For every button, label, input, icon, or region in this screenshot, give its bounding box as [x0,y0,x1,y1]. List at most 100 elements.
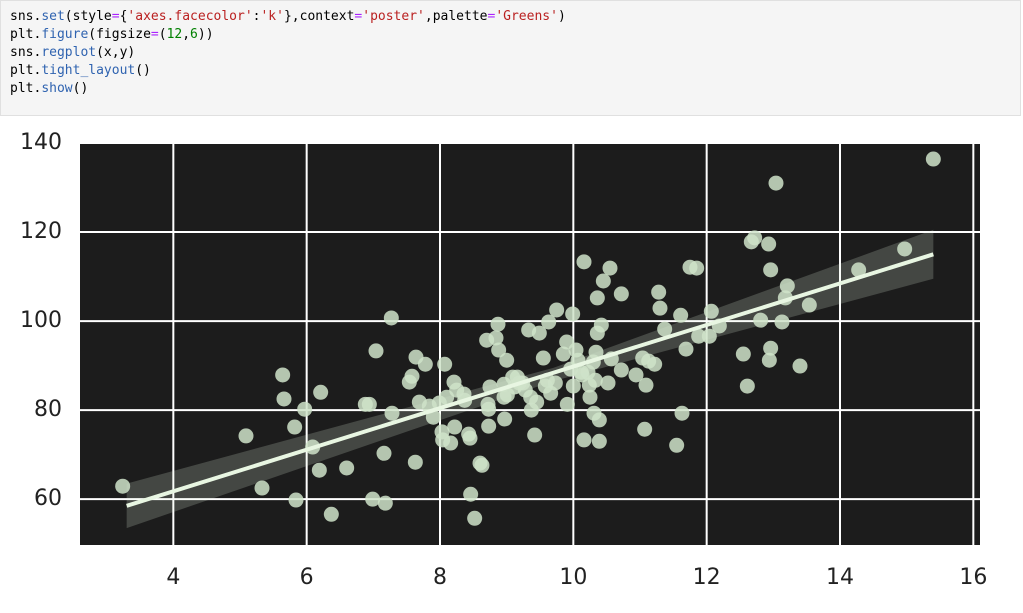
code-token: figure [41,27,89,42]
code-token: plt. [10,63,42,78]
y-tick-label: 120 [20,219,62,244]
code-token: )) [197,27,214,42]
code-token: 'poster' [362,9,425,24]
scatter-point [275,367,291,383]
scatter-point [497,411,513,427]
scatter-point [481,401,497,417]
code-token: = [354,9,363,24]
scatter-point [761,236,777,252]
scatter-point [591,412,607,428]
scatter-point [595,273,611,289]
scatter-point [287,419,303,435]
scatter-point [897,241,913,257]
scatter-point [747,230,763,246]
scatter-point [588,344,604,360]
x-tick-label: 10 [559,565,587,590]
code-token: show [41,81,73,96]
scatter-point [404,368,420,384]
scatter-point [488,330,504,346]
scatter-point [576,432,592,448]
scatter-point [377,495,393,511]
scatter-point [565,306,581,322]
x-tick-label: 16 [959,565,987,590]
scatter-point [437,356,453,372]
scatter-point [529,394,545,410]
scatter-point [779,278,795,294]
code-token: = [150,27,159,42]
y-tick-label: 80 [34,397,62,422]
scatter-point [238,428,254,444]
code-token: 'Greens' [495,9,558,24]
code-token: ,palette [424,9,488,24]
scatter-point [323,506,339,522]
code-token: plt. [10,81,42,96]
code-cell: sns.set(style={'axes.facecolor':'k'},con… [0,0,1021,116]
code-token: : [252,9,261,24]
scatter-point [613,362,629,378]
x-tick-label: 6 [300,565,314,590]
scatter-point [651,284,667,300]
scatter-point [678,341,694,357]
code-token: = [111,9,120,24]
scatter-point [463,486,479,502]
scatter-point [447,419,463,435]
code-token: = [487,9,496,24]
scatter-point [467,510,483,526]
scatter-point [801,297,817,313]
scatter-point [481,418,497,434]
scatter-point [763,340,779,356]
scatter-point [739,378,755,394]
x-tick-label: 12 [693,565,721,590]
code-token: set [41,9,65,24]
scatter-point [276,391,292,407]
code-token: },context [283,9,355,24]
scatter-point [576,254,592,270]
code-line: plt.figure(figsize=(12,6)) [10,26,1020,44]
code-token: (figsize [88,27,151,42]
y-tick-label: 100 [20,308,62,333]
scatter-point [673,307,689,323]
scatter-point [368,343,384,359]
code-token: sns. [10,9,42,24]
scatter-point [591,433,607,449]
scatter-point [383,310,399,326]
scatter-point [547,375,563,391]
scatter-point [527,427,543,443]
scatter-point [535,350,551,366]
scatter-point [490,316,506,332]
scatter-point [774,314,790,330]
code-line: plt.tight_layout() [10,62,1020,80]
chart: 60 80 100 120 140 4 6 8 10 12 14 16 [20,130,987,590]
scatter-point [637,421,653,437]
scatter-point [691,328,707,344]
scatter-point [462,430,478,446]
scatter-point [613,286,629,302]
code-token: tight_layout [41,63,136,78]
code-token: plt. [10,27,42,42]
y-tick-label: 140 [20,130,62,155]
scatter-point [313,384,329,400]
plot-area [80,143,980,545]
scatter-point [376,445,392,461]
scatter-point [288,492,304,508]
scatter-point [703,303,719,319]
scatter-point [689,260,705,276]
scatter-point [549,302,565,318]
scatter-point [638,377,654,393]
scatter-point [674,405,690,421]
scatter-point [541,314,557,330]
scatter-point [297,401,313,417]
code-token: ) [557,9,566,24]
scatter-point [925,151,941,167]
scatter-point [735,346,751,362]
code-line: sns.set(style={'axes.facecolor':'k'},con… [10,8,1020,26]
code-token: 'axes.facecolor' [127,9,253,24]
code-token: sns. [10,45,42,60]
scatter-point [339,460,355,476]
scatter-point [763,262,779,278]
code-token: 6 [190,27,198,42]
scatter-point [582,389,598,405]
code-token: { [119,9,128,24]
scatter-point [443,435,459,451]
scatter-point [555,346,571,362]
